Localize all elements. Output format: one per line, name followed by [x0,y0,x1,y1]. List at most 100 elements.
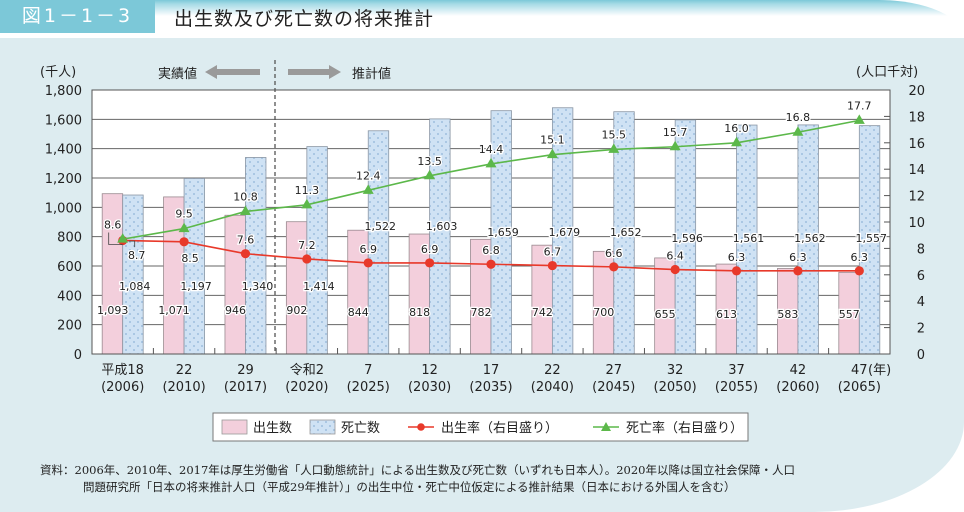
label-birth-rate: 8.5 [181,252,199,265]
leader-line [128,240,136,248]
label-death-rate: 15.5 [602,128,627,141]
x-tick-label-year: (2040) [531,380,574,395]
legend-marker-death-rate [601,422,611,431]
y-left-tick-label: 1,400 [45,143,82,158]
legend-label-death-rate: 死亡率（右目盛り） [626,420,743,436]
y-right-tick-label: 6 [917,269,925,284]
birth-rate-marker [425,258,435,268]
x-tick-label-year: (2006) [101,380,144,395]
y-right-tick-label: 18 [908,110,925,125]
x-tick-label-era: 42 [790,363,807,378]
x-tick-label-era: 平成18 [101,363,144,378]
label-birth-rate: 6.6 [605,247,623,260]
x-tick-label-year: (2045) [592,380,635,395]
birth-rate-marker [486,259,496,269]
label-birth-rate: 6.7 [544,246,562,259]
label-death-rate: 16.0 [724,122,749,135]
arrow-left-icon [205,65,260,79]
label-births: 946 [225,304,246,317]
death-rate-marker [546,148,558,159]
label-deaths: 1,414 [303,280,335,293]
y-left-tick-label: 1,000 [45,201,82,216]
birth-rate-marker [240,249,251,259]
x-tick-label-era: 47 [851,363,868,378]
y-right-tick-label: 16 [908,137,925,152]
label-births: 902 [286,304,307,317]
label-births: 782 [471,306,492,319]
label-deaths: 1,557 [856,232,888,245]
x-tick-label-era: 22 [176,363,193,378]
label-births: 742 [532,306,553,319]
y-left-tick-label: 400 [57,289,82,304]
label-death-rate: 15.7 [663,126,688,139]
label-death-rate: 14.4 [479,143,504,156]
x-tick-label-era: 令和2 [290,363,324,378]
actual-values-label: 実績値 [158,66,197,82]
x-tick-label-era: 37 [728,363,745,378]
label-deaths: 1,562 [794,232,826,245]
x-tick-label-era: 27 [605,363,622,378]
x-tick-label-era: 12 [421,363,438,378]
label-deaths: 1,679 [549,226,581,239]
label-death-rate: 17.7 [847,99,872,112]
label-births: 818 [409,306,430,319]
label-deaths: 1,084 [119,280,151,293]
x-tick-label-year: (2025) [347,380,390,395]
death-rate-marker [301,198,313,209]
death-rate-marker [731,136,743,147]
death-rate-marker [792,126,804,136]
x-tick-label-year: (2020) [285,380,328,395]
label-births: 557 [839,308,860,321]
y-left-tick-label: 200 [57,319,82,334]
birth-rate-marker [670,264,680,275]
x-tick-label-year: (2050) [654,380,697,395]
rate-lines [117,114,865,276]
legend-label-birth-rate: 出生率（右目盛り） [441,420,558,436]
y-right-tick-label: 12 [908,190,925,205]
death-rate-marker [669,140,681,151]
x-tick-label-era: 32 [667,363,684,378]
title-bar [0,0,964,38]
birth-rate-marker [179,237,189,247]
death-rate-marker [424,169,436,180]
death-rate-marker [485,157,497,168]
y-right-tick-label: 4 [917,295,925,310]
label-deaths: 1,652 [610,226,642,239]
label-deaths: 1,603 [426,220,458,233]
label-birth-rate: 6.3 [728,251,746,264]
x-tick-label-year: (2010) [162,380,205,395]
label-birth-rate: 7.2 [298,239,316,252]
label-death-rate: 12.4 [356,169,381,182]
label-births: 1,071 [158,304,190,317]
label-birth-rate: 7.6 [237,234,255,247]
source-note-line2: 問題研究所「日本の将来推計人口（平成29年推計）」の出生中位・死亡中位仮定による… [83,480,736,494]
x-tick-label-year: (2060) [776,380,819,395]
bar-deaths [122,194,144,355]
label-death-rate: 8.7 [128,249,146,262]
label-deaths: 1,197 [180,280,212,293]
axis-ticks: 0 200 400 600 800 1,000 1,200 1,400 1,600 1,800 0 2… [45,84,925,395]
label-births: 1,093 [97,304,129,317]
label-deaths: 1,561 [733,232,765,245]
label-deaths: 1,340 [242,280,274,293]
death-rate-marker [853,114,865,124]
legend-swatch-births [221,419,248,435]
label-births: 583 [777,308,798,321]
label-birth-rate: 6.9 [359,243,377,256]
birth-rate-marker [854,266,864,276]
label-births: 700 [593,306,614,319]
y-left-tick-label: 1,600 [45,113,82,128]
x-unit-label: (年) [868,363,891,378]
figure-title: 出生数及び死亡数の将来推計 [174,8,435,30]
y-left-tick-label: 0 [74,348,82,363]
label-death-rate: 10.8 [233,190,258,203]
label-births: 655 [655,308,676,321]
bar-births [531,244,553,355]
source-note-line1: 資料：2006年、2010年、2017年は厚生労働省「人口動態統計」による出生数… [40,463,795,477]
death-rate-marker [178,222,190,233]
label-deaths: 1,659 [487,226,519,239]
x-tick-label-era: 29 [237,363,254,378]
label-death-rate: 9.5 [175,208,193,221]
x-tick-label-era: 7 [364,363,372,378]
